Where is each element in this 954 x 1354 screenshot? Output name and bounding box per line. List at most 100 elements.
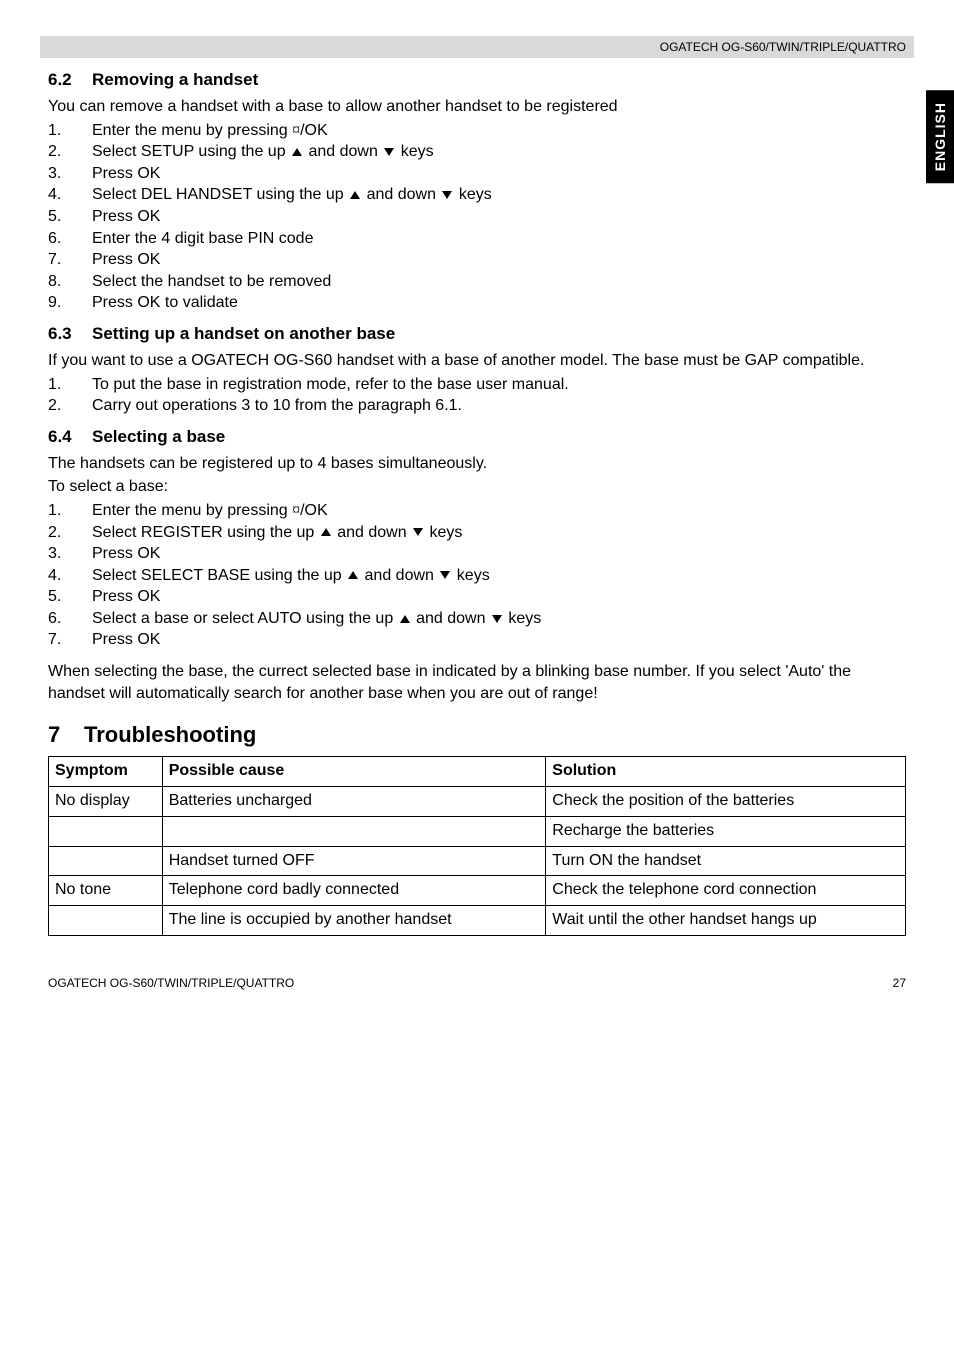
menu-icon: ¤	[292, 122, 300, 139]
down-arrow-icon	[442, 191, 452, 199]
step-number: 5.	[48, 586, 92, 608]
step-text: Select SELECT BASE using the up and down…	[92, 565, 490, 587]
heading-7: 7Troubleshooting	[48, 722, 906, 748]
heading-text: Selecting a base	[92, 427, 225, 446]
table-row: The line is occupied by another handsetW…	[49, 906, 906, 936]
step-item: 7.Press OK	[48, 249, 906, 271]
intro-6-3: If you want to use a OGATECH OG-S60 hand…	[48, 350, 906, 372]
step-number: 6.	[48, 228, 92, 250]
step-item: 4.Select DEL HANDSET using the up and do…	[48, 184, 906, 206]
down-arrow-icon	[492, 615, 502, 623]
step-text: Select SETUP using the up and down keys	[92, 141, 434, 163]
step-text: Press OK	[92, 586, 160, 608]
step-item: 5.Press OK	[48, 586, 906, 608]
step-number: 4.	[48, 184, 92, 206]
step-number: 3.	[48, 543, 92, 565]
heading-text: Setting up a handset on another base	[92, 324, 395, 343]
step-number: 5.	[48, 206, 92, 228]
step-item: 7.Press OK	[48, 629, 906, 651]
table-cell	[162, 816, 546, 846]
step-number: 2.	[48, 522, 92, 544]
up-arrow-icon	[292, 148, 302, 156]
table-cell: No display	[49, 787, 163, 817]
steps-6-3: 1.To put the base in registration mode, …	[48, 374, 906, 417]
table-cell	[49, 906, 163, 936]
step-text: To put the base in registration mode, re…	[92, 374, 569, 396]
heading-6-4: 6.4Selecting a base	[48, 427, 906, 447]
table-header: Possible cause	[162, 757, 546, 787]
table-cell: The line is occupied by another handset	[162, 906, 546, 936]
step-text: Press OK	[92, 629, 160, 651]
heading-text: Troubleshooting	[84, 722, 256, 747]
footer-page-number: 27	[893, 976, 906, 990]
step-text: Enter the menu by pressing ¤/OK	[92, 500, 328, 522]
intro-6-4b: To select a base:	[48, 476, 906, 498]
intro-6-2: You can remove a handset with a base to …	[48, 96, 906, 118]
step-item: 6.Enter the 4 digit base PIN code	[48, 228, 906, 250]
table-row: Recharge the batteries	[49, 816, 906, 846]
table-cell	[49, 846, 163, 876]
step-item: 6.Select a base or select AUTO using the…	[48, 608, 906, 630]
heading-number: 6.3	[48, 324, 92, 344]
step-number: 1.	[48, 500, 92, 522]
step-item: 9.Press OK to validate	[48, 292, 906, 314]
step-number: 9.	[48, 292, 92, 314]
step-item: 4.Select SELECT BASE using the up and do…	[48, 565, 906, 587]
step-text: Enter the 4 digit base PIN code	[92, 228, 313, 250]
table-cell: Turn ON the handset	[546, 846, 906, 876]
heading-text: Removing a handset	[92, 70, 258, 89]
table-row: No toneTelephone cord badly connectedChe…	[49, 876, 906, 906]
header-bar: OGATECH OG-S60/TWIN/TRIPLE/QUATTRO	[40, 36, 914, 58]
step-number: 2.	[48, 395, 92, 417]
table-cell: Wait until the other handset hangs up	[546, 906, 906, 936]
table-header: Symptom	[49, 757, 163, 787]
note-6-4: When selecting the base, the currect sel…	[48, 661, 906, 704]
footer-left: OGATECH OG-S60/TWIN/TRIPLE/QUATTRO	[48, 976, 294, 990]
down-arrow-icon	[413, 528, 423, 536]
page-footer: OGATECH OG-S60/TWIN/TRIPLE/QUATTRO 27	[48, 976, 906, 990]
step-item: 2.Carry out operations 3 to 10 from the …	[48, 395, 906, 417]
step-number: 6.	[48, 608, 92, 630]
heading-number: 6.2	[48, 70, 92, 90]
heading-6-2: 6.2Removing a handset	[48, 70, 906, 90]
table-cell: No tone	[49, 876, 163, 906]
table-row: No displayBatteries unchargedCheck the p…	[49, 787, 906, 817]
step-text: Select the handset to be removed	[92, 271, 331, 293]
table-header-row: Symptom Possible cause Solution	[49, 757, 906, 787]
table-cell	[49, 816, 163, 846]
table-cell: Check the telephone cord connection	[546, 876, 906, 906]
table-cell: Telephone cord badly connected	[162, 876, 546, 906]
table-cell: Handset turned OFF	[162, 846, 546, 876]
steps-6-4: 1.Enter the menu by pressing ¤/OK2.Selec…	[48, 500, 906, 651]
step-number: 7.	[48, 249, 92, 271]
heading-number: 7	[48, 722, 84, 748]
step-text: Select a base or select AUTO using the u…	[92, 608, 541, 630]
up-arrow-icon	[400, 615, 410, 623]
down-arrow-icon	[440, 571, 450, 579]
step-text: Press OK to validate	[92, 292, 238, 314]
heading-number: 6.4	[48, 427, 92, 447]
step-text: Press OK	[92, 206, 160, 228]
steps-6-2: 1.Enter the menu by pressing ¤/OK2.Selec…	[48, 120, 906, 314]
troubleshooting-table: Symptom Possible cause Solution No displ…	[48, 756, 906, 936]
step-number: 7.	[48, 629, 92, 651]
up-arrow-icon	[348, 571, 358, 579]
step-text: Carry out operations 3 to 10 from the pa…	[92, 395, 462, 417]
step-item: 3.Press OK	[48, 163, 906, 185]
step-number: 1.	[48, 374, 92, 396]
step-item: 8.Select the handset to be removed	[48, 271, 906, 293]
table-cell: Recharge the batteries	[546, 816, 906, 846]
step-text: Press OK	[92, 543, 160, 565]
language-tab: ENGLISH	[926, 90, 954, 183]
up-arrow-icon	[321, 528, 331, 536]
step-item: 3.Press OK	[48, 543, 906, 565]
down-arrow-icon	[384, 148, 394, 156]
table-cell: Batteries uncharged	[162, 787, 546, 817]
heading-6-3: 6.3Setting up a handset on another base	[48, 324, 906, 344]
step-number: 3.	[48, 163, 92, 185]
step-number: 1.	[48, 120, 92, 142]
step-text: Select REGISTER using the up and down ke…	[92, 522, 462, 544]
step-item: 5.Press OK	[48, 206, 906, 228]
step-number: 8.	[48, 271, 92, 293]
step-item: 1.Enter the menu by pressing ¤/OK	[48, 500, 906, 522]
